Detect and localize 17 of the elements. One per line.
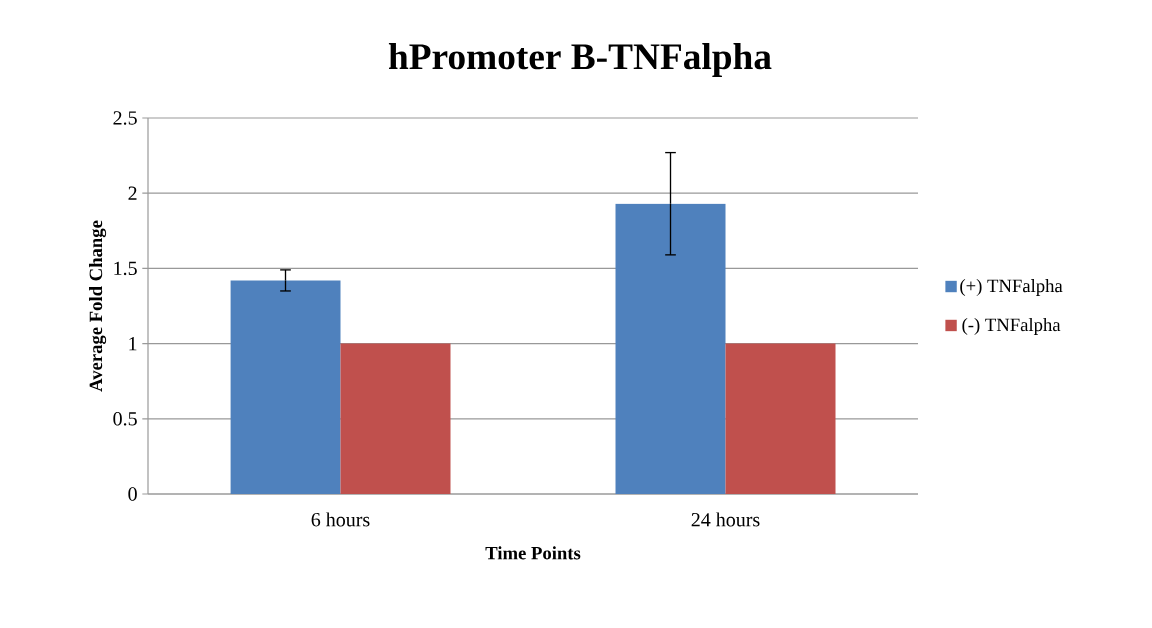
legend-label: (-) TNFalpha [962, 317, 1061, 335]
bar [340, 343, 451, 494]
chart-title: hPromoter B-TNFalpha [388, 43, 772, 77]
y-tick-label: 2 [128, 186, 137, 200]
y-tick-label: 0 [128, 487, 137, 501]
y-tick-label: 2.5 [113, 111, 137, 125]
y-tick-label: 1.5 [114, 261, 137, 276]
y-tick-label: 0.5 [113, 412, 137, 426]
x-tick-label: 6 hours [311, 512, 370, 527]
bar [230, 280, 341, 494]
bar [615, 203, 726, 494]
bar [725, 343, 836, 494]
x-tick-label: 24 hours [691, 512, 760, 527]
legend-label: (+) TNFalpha [960, 279, 1063, 296]
y-axis-title: Average Fold Change [89, 220, 107, 392]
y-tick-label: 1 [129, 337, 137, 351]
x-axis-title: Time Points [485, 546, 581, 560]
